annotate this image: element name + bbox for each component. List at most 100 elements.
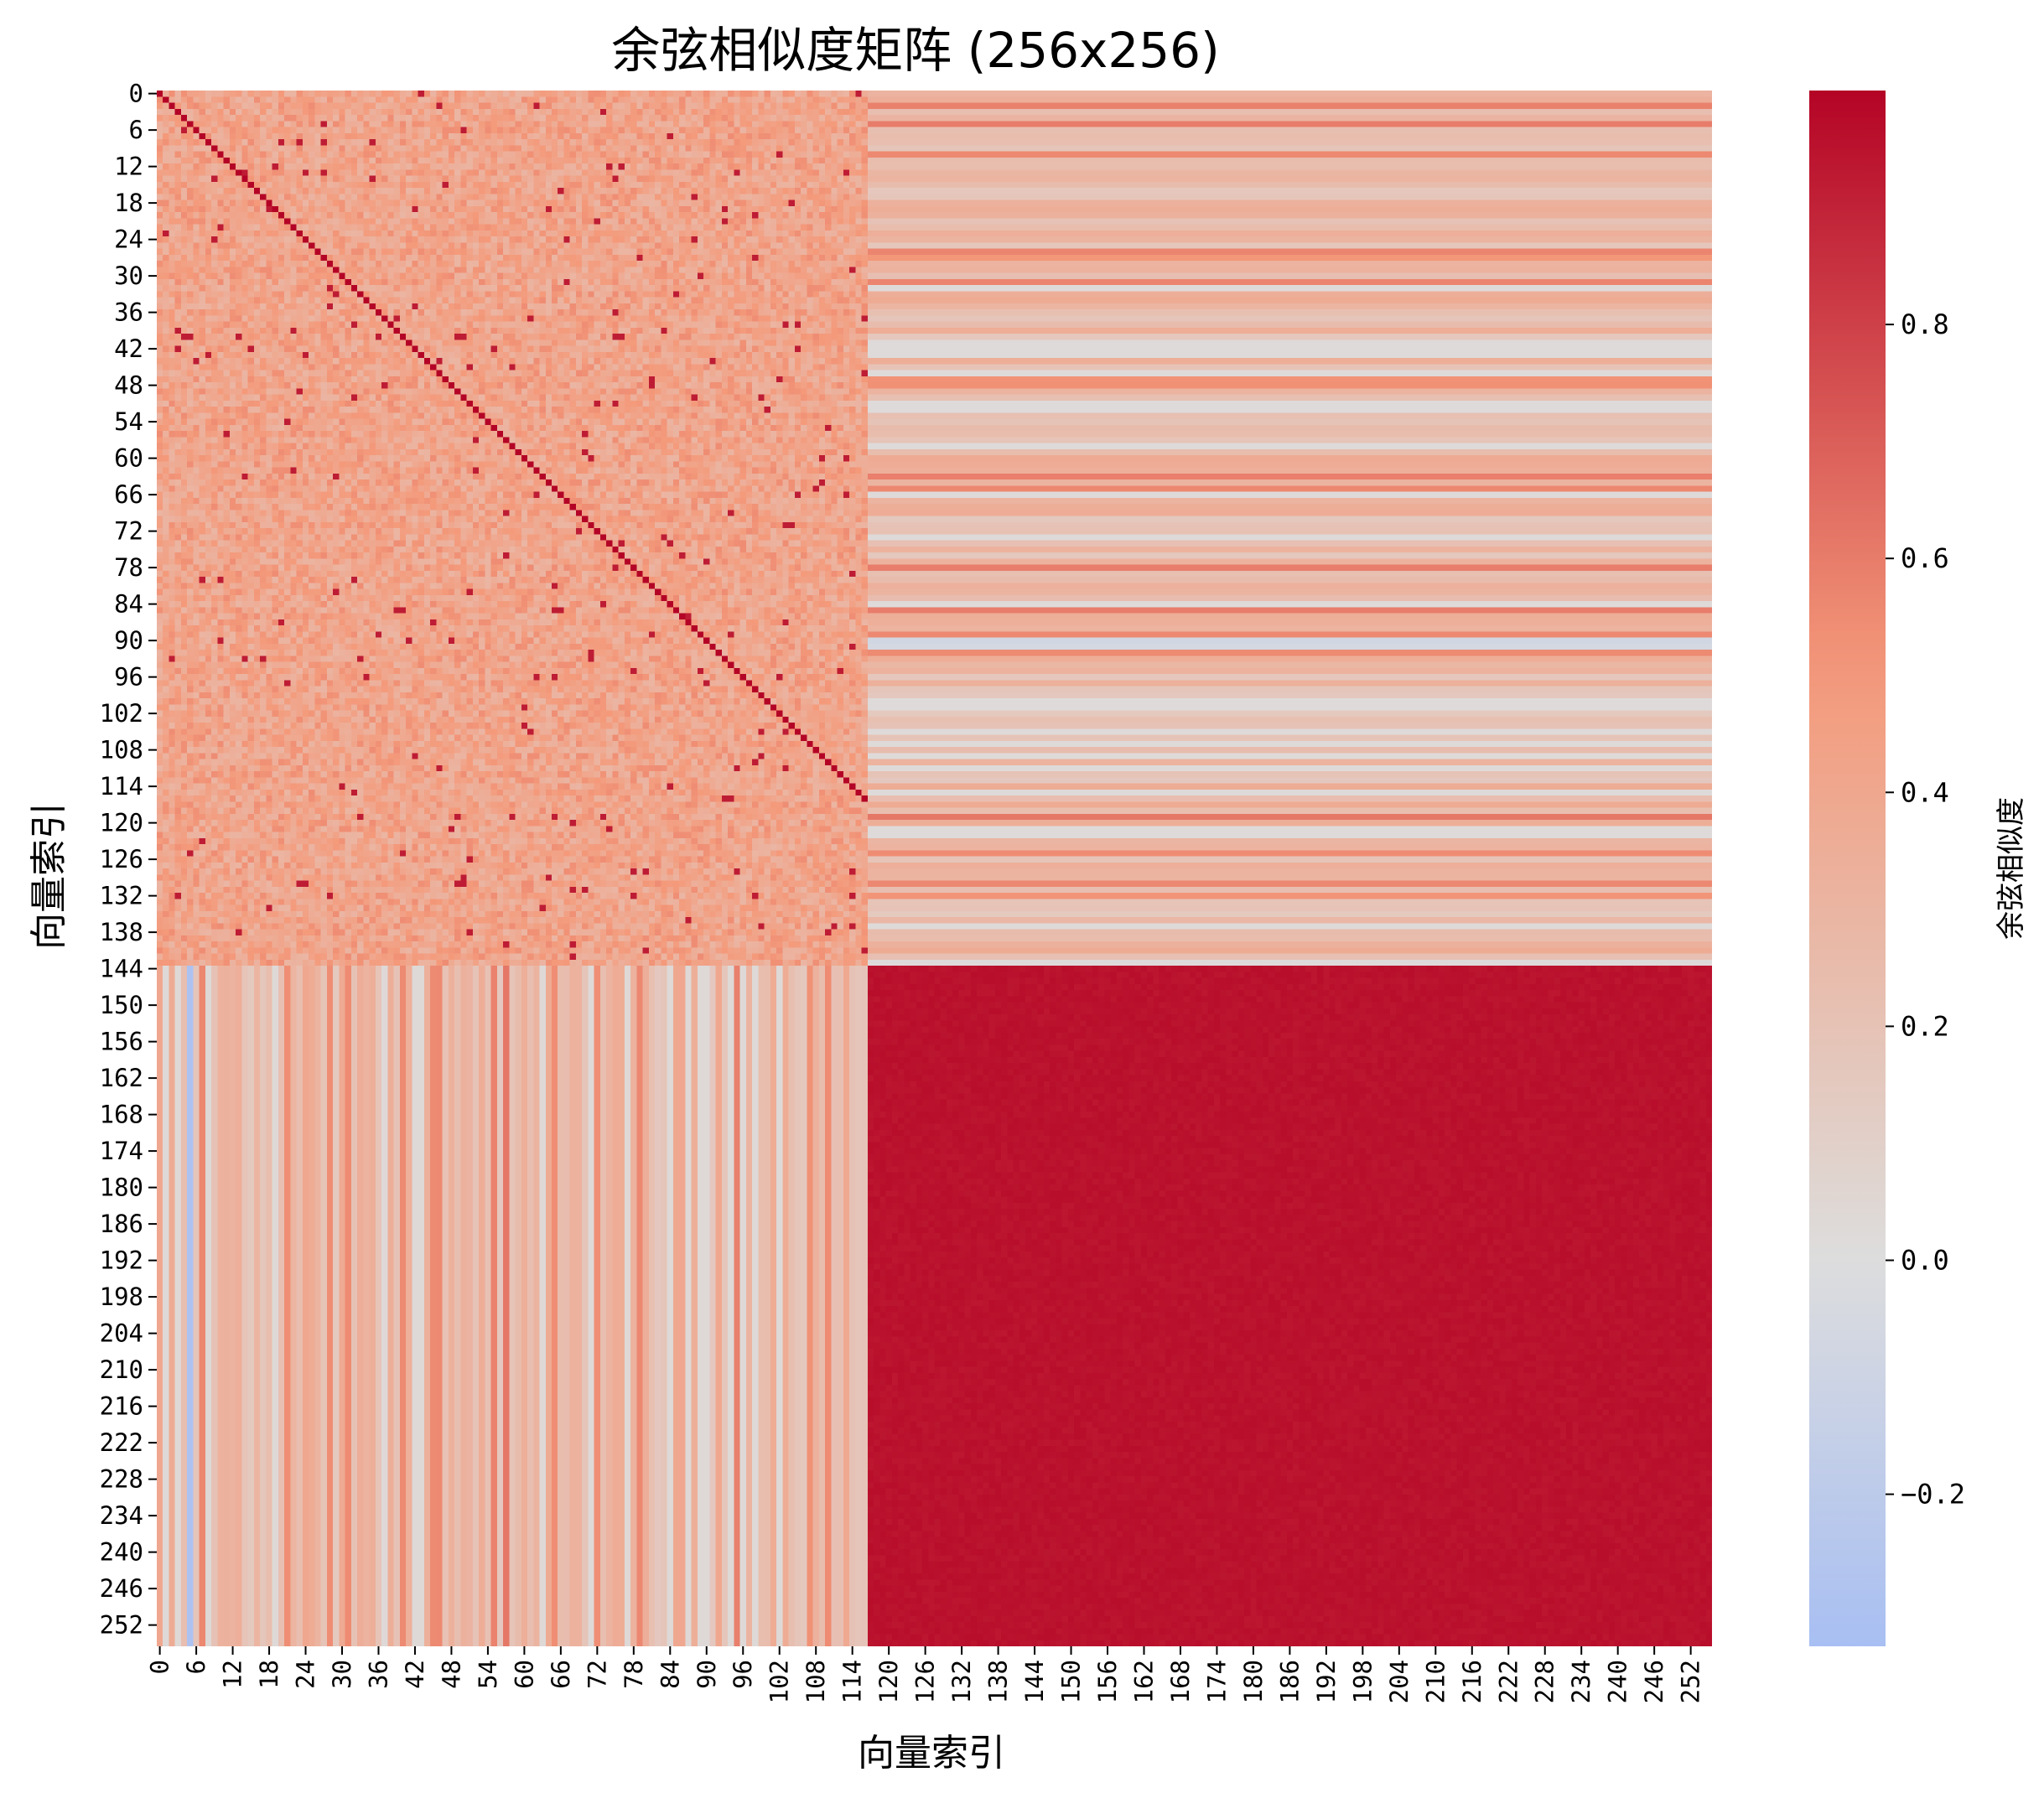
x-tick-label: 114 <box>838 1660 867 1703</box>
x-tick-label: 54 <box>474 1660 502 1689</box>
x-tick-label: 252 <box>1677 1660 1705 1703</box>
y-tick-label: 0 <box>129 80 143 108</box>
y-tick-label: 72 <box>114 517 143 546</box>
y-tick-label: 132 <box>100 882 143 910</box>
x-tick-label: 144 <box>1020 1660 1049 1703</box>
y-tick-label: 126 <box>100 845 143 873</box>
x-tick-label: 24 <box>292 1660 320 1689</box>
x-tick-label: 60 <box>510 1660 538 1689</box>
y-tick-label: 60 <box>114 444 143 473</box>
y-tick-label: 252 <box>100 1611 143 1640</box>
x-tick-label: 120 <box>874 1660 903 1703</box>
y-tick-label: 84 <box>114 590 143 619</box>
y-tick-label: 150 <box>100 991 143 1019</box>
y-tick-label: 42 <box>114 334 143 363</box>
y-tick-label: 102 <box>100 699 143 728</box>
y-tick-label: 78 <box>114 553 143 582</box>
x-tick-label: 30 <box>328 1660 356 1689</box>
y-tick-label: 162 <box>100 1064 143 1092</box>
y-axis-label: 向量索引 <box>28 802 70 950</box>
x-tick-label: 138 <box>984 1660 1013 1703</box>
x-tick-label: 210 <box>1421 1660 1450 1703</box>
x-tick-label: 12 <box>219 1660 247 1689</box>
y-tick-label: 66 <box>114 480 143 509</box>
x-tick-label: 6 <box>182 1660 210 1674</box>
y-tick-label: 138 <box>100 918 143 946</box>
y-tick-label: 204 <box>100 1319 143 1348</box>
x-tick-label: 180 <box>1239 1660 1268 1703</box>
x-tick-label: 198 <box>1348 1660 1377 1703</box>
colorbar-tick-label: −0.2 <box>1901 1479 1965 1511</box>
colorbar-tick-label: 0.2 <box>1901 1010 1949 1042</box>
y-tick-label: 174 <box>100 1137 143 1165</box>
y-tick-label: 222 <box>100 1428 143 1457</box>
y-tick-label: 114 <box>100 772 143 801</box>
x-tick-label: 108 <box>802 1660 830 1703</box>
y-tick-label: 36 <box>114 298 143 327</box>
x-tick-label: 150 <box>1057 1660 1086 1703</box>
y-tick-label: 246 <box>100 1574 143 1603</box>
y-tick-label: 186 <box>100 1210 143 1238</box>
x-axis-ticks: 0 6 12 18 24 30 36 42 48 54 60 66 72 78 84 90 96 102 108 11… <box>146 1646 1705 1703</box>
y-tick-label: 180 <box>100 1174 143 1202</box>
y-tick-label: 168 <box>100 1101 143 1129</box>
x-tick-label: 168 <box>1166 1660 1195 1703</box>
y-tick-label: 30 <box>114 262 143 290</box>
y-tick-label: 198 <box>100 1283 143 1311</box>
x-tick-label: 216 <box>1458 1660 1486 1703</box>
y-tick-label: 18 <box>114 189 143 217</box>
y-tick-label: 48 <box>114 371 143 400</box>
y-tick-label: 6 <box>129 116 143 144</box>
x-tick-label: 66 <box>547 1660 575 1689</box>
y-axis-ticks: 0 6 12 18 24 30 36 42 48 54 60 66 72 78 84 90 96 102 108 11… <box>100 80 157 1640</box>
x-tick-label: 174 <box>1202 1660 1231 1703</box>
x-tick-label: 126 <box>911 1660 940 1703</box>
x-tick-label: 192 <box>1312 1660 1341 1703</box>
x-tick-label: 132 <box>947 1660 976 1703</box>
y-tick-label: 228 <box>100 1465 143 1494</box>
y-tick-label: 54 <box>114 407 143 436</box>
x-tick-label: 78 <box>620 1660 648 1689</box>
y-tick-label: 234 <box>100 1501 143 1530</box>
y-tick-label: 96 <box>114 663 143 692</box>
colorbar-tick-label: 0.4 <box>1901 776 1949 808</box>
y-tick-label: 156 <box>100 1028 143 1056</box>
y-tick-label: 90 <box>114 626 143 655</box>
y-tick-label: 144 <box>100 955 143 983</box>
x-tick-label: 72 <box>583 1660 611 1689</box>
x-tick-label: 156 <box>1093 1660 1122 1703</box>
colorbar-tick-label: 0.8 <box>1901 308 1949 340</box>
x-tick-label: 246 <box>1640 1660 1668 1703</box>
x-tick-label: 240 <box>1604 1660 1632 1703</box>
y-tick-label: 216 <box>100 1392 143 1421</box>
x-tick-label: 84 <box>656 1660 684 1689</box>
y-tick-label: 240 <box>100 1538 143 1567</box>
heatmap-matrix <box>157 91 1712 1646</box>
x-tick-label: 228 <box>1531 1660 1559 1703</box>
x-tick-label: 36 <box>364 1660 392 1689</box>
colorbar-ticks: −0.2 0.0 0.2 0.4 0.6 0.8 <box>1886 308 1965 1511</box>
x-tick-label: 48 <box>437 1660 465 1689</box>
x-tick-label: 90 <box>693 1660 721 1689</box>
y-tick-label: 120 <box>100 809 143 837</box>
colorbar-label: 余弦相似度 <box>1995 797 2028 940</box>
colorbar-tick-label: 0.0 <box>1901 1244 1949 1276</box>
x-tick-label: 162 <box>1129 1660 1158 1703</box>
x-tick-label: 234 <box>1567 1660 1595 1703</box>
x-tick-label: 18 <box>255 1660 283 1689</box>
colorbar-tick-label: 0.6 <box>1901 542 1949 574</box>
y-tick-label: 12 <box>114 153 143 181</box>
y-tick-label: 108 <box>100 736 143 764</box>
x-axis-label: 向量索引 <box>858 1732 1005 1775</box>
x-tick-label: 96 <box>729 1660 757 1689</box>
x-tick-label: 222 <box>1494 1660 1523 1703</box>
x-tick-label: 102 <box>765 1660 794 1703</box>
x-tick-label: 186 <box>1275 1660 1304 1703</box>
y-tick-label: 24 <box>114 225 143 254</box>
heatmap-cells <box>157 91 1712 1646</box>
x-tick-label: 42 <box>401 1660 429 1689</box>
chart-title: 余弦相似度矩阵 (256x256) <box>611 22 1219 79</box>
y-tick-label: 210 <box>100 1355 143 1384</box>
x-tick-label: 204 <box>1385 1660 1414 1703</box>
